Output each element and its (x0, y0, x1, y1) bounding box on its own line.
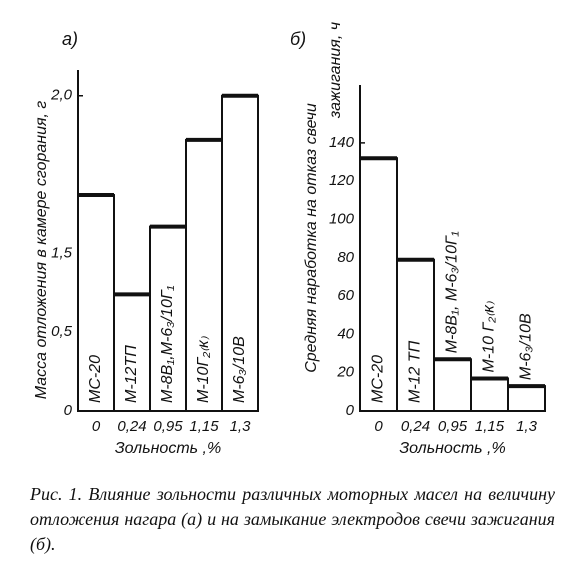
bar (507, 385, 546, 412)
bar-label: М-12ТП (123, 345, 140, 403)
bar (221, 94, 259, 412)
x-tick-label: 1,3 (516, 418, 538, 435)
x-tick-label: 0 (92, 418, 101, 435)
x-tick-label: 1,3 (230, 418, 252, 435)
x-axis-label: Зольность ,% (115, 440, 221, 457)
x-tick-label: 0 (374, 418, 383, 435)
y-axis-label: Масса отложения в камере сгорания, г (33, 101, 50, 400)
bar (433, 358, 472, 413)
bar-label: М-6₃/10В (518, 313, 535, 380)
figure: а)Масса отложения в камере сгорания, г00… (33, 22, 546, 457)
bar-label: М-8В₁,М-6₃/10Г₁ (159, 285, 176, 403)
x-tick-label: 0,95 (438, 418, 468, 435)
y-tick-label: 2,0 (50, 87, 73, 104)
y-tick-label: 60 (337, 287, 354, 304)
x-tick-label: 0,95 (153, 418, 183, 435)
y-axis-label: зажигания, ч (327, 22, 344, 119)
y-tick-label: 80 (337, 249, 354, 266)
x-axis-label: Зольность ,% (399, 440, 505, 457)
y-tick-label: 140 (329, 134, 355, 151)
y-tick-label: 0,5 (51, 323, 73, 340)
y-tick-label: 120 (329, 172, 355, 189)
bar-label: М-6₃/10В (231, 336, 248, 403)
bar-label: МС-20 (370, 355, 387, 403)
x-tick-label: 1,15 (475, 418, 505, 435)
panel-label: б) (290, 29, 306, 49)
bar-label: МС-20 (87, 355, 104, 403)
x-tick-label: 1,15 (189, 418, 219, 435)
x-tick-label: 0,24 (401, 418, 430, 435)
y-tick-label: 100 (329, 210, 355, 227)
bar (396, 258, 435, 412)
y-axis-label: Средняя наработка на отказ свечи (303, 103, 320, 373)
bar-label: М-10Г₂₍к₎ (195, 335, 212, 403)
bar (113, 293, 151, 412)
panel-label: а) (62, 29, 78, 49)
y-tick-label: 20 (336, 364, 354, 381)
x-tick-label: 0,24 (117, 418, 146, 435)
bar (185, 138, 223, 412)
y-tick-label: 1,5 (51, 244, 73, 261)
bar-label: М-8В₁, М-6₃/10Г₁ (444, 231, 461, 353)
caption: Рис. 1. Влияние зольности различных мото… (30, 484, 555, 554)
bar (470, 377, 509, 412)
y-tick-label: 0 (346, 402, 355, 419)
bar-label: М-12 ТП (407, 340, 424, 403)
bar-label: М-10 Г₂₍к₎ (481, 300, 498, 372)
bar (359, 157, 398, 412)
y-tick-label: 0 (64, 402, 73, 419)
y-tick-label: 40 (337, 325, 354, 342)
